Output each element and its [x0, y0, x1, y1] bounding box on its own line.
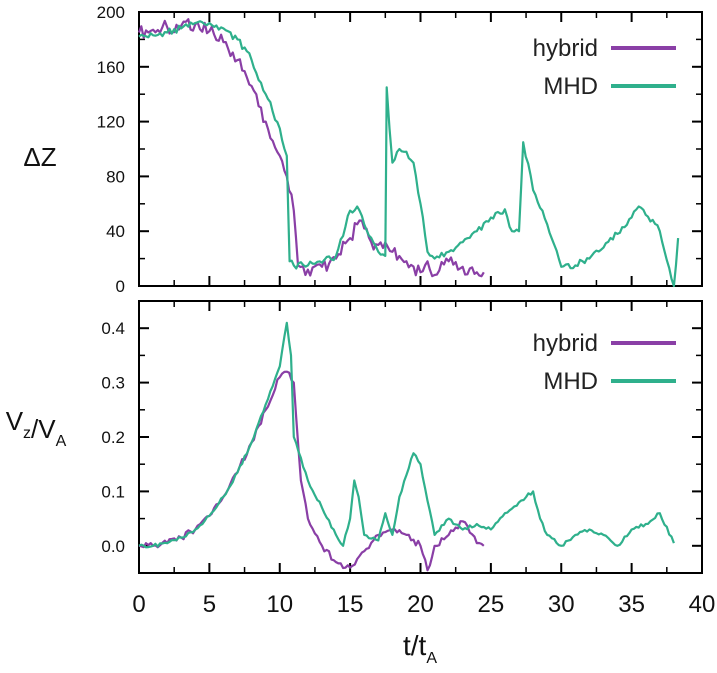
x-tick-label: 35 [618, 591, 645, 618]
time-axis-label: t/tA [403, 630, 437, 667]
top-plot-frame [138, 11, 703, 287]
series-line-mhd [138, 321, 675, 549]
top-legend: hybrid MHD [533, 35, 676, 100]
y-tick-label: 0.0 [101, 537, 125, 556]
x-tick-label: 40 [689, 591, 716, 618]
legend-label-mhd: MHD [543, 73, 598, 100]
y-tick-label: 0.4 [101, 319, 125, 338]
legend-label-hybrid: hybrid [533, 35, 598, 62]
x-tick-label: 5 [203, 591, 216, 618]
y-tick-label: 0 [116, 277, 125, 296]
y-tick-label: 0.1 [101, 482, 125, 501]
legend-label-mhd-bottom: MHD [543, 368, 598, 395]
y-tick-label: 80 [106, 167, 125, 186]
x-tick-label: 30 [548, 591, 575, 618]
y-tick-label: 0.3 [101, 374, 125, 393]
x-tick-label: 25 [478, 591, 505, 618]
series-line-hybrid [137, 18, 485, 278]
y-tick-label: 160 [97, 58, 125, 77]
delta-z-axis-label: ΔZ [23, 142, 56, 172]
bottom-legend: hybrid MHD [533, 330, 676, 395]
bottom-axis-ticks: 0.0 0.1 0.2 0.3 0.4 0 5 10 15 20 25 30 35 40 [101, 301, 715, 618]
x-tick-label: 20 [407, 591, 434, 618]
delta-z-panel: 0 40 80 120 160 200 ΔZ hybrid MHD [23, 3, 703, 296]
series-line-hybrid [138, 370, 485, 572]
y-tick-label: 0.2 [101, 428, 125, 447]
y-tick-label: 120 [97, 113, 125, 132]
bottom-series-lines [138, 321, 675, 572]
top-axis-ticks: 0 40 80 120 160 200 [97, 3, 703, 296]
y-tick-label: 200 [97, 3, 125, 22]
series-line-mhd [138, 20, 680, 288]
x-tick-label: 0 [132, 591, 145, 618]
vz-panel: 0.0 0.1 0.2 0.3 0.4 0 5 10 15 20 25 30 35 40 Vz/VA hy… [6, 300, 715, 667]
legend-label-hybrid-bottom: hybrid [533, 330, 598, 357]
vz-axis-label: Vz/VA [6, 406, 67, 450]
x-tick-label: 15 [337, 591, 364, 618]
y-tick-label: 40 [106, 222, 125, 241]
x-tick-label: 10 [266, 591, 293, 618]
top-series-lines [137, 18, 680, 288]
